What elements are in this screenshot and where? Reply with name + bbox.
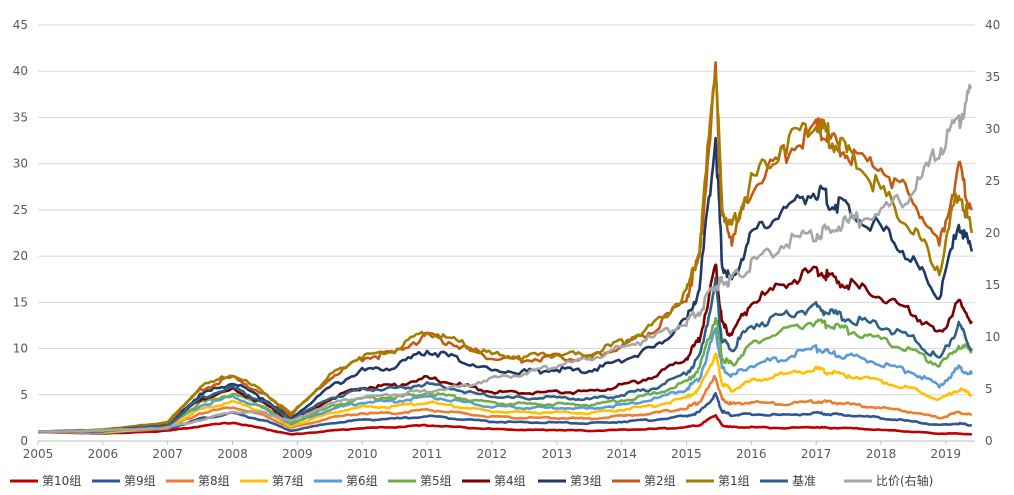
y-right-tick-label: 25 (985, 174, 1000, 188)
x-tick-label: 2009 (282, 447, 313, 461)
y-right-tick-label: 20 (985, 226, 1000, 240)
x-tick-label: 2019 (931, 447, 962, 461)
x-tick-label: 2010 (347, 447, 378, 461)
y-right-tick-label: 0 (985, 434, 993, 448)
x-tick-label: 2013 (541, 447, 572, 461)
y-left-tick-label: 0 (20, 434, 28, 448)
y-right-tick-label: 10 (985, 330, 1000, 344)
x-tick-label: 2016 (736, 447, 767, 461)
legend-label: 第4组 (494, 474, 526, 488)
series-line (37, 391, 973, 435)
x-tick-label: 2006 (88, 447, 119, 461)
y-right-tick-label: 15 (985, 278, 1000, 292)
y-left-tick-label: 40 (13, 64, 28, 78)
series-line (37, 263, 973, 433)
y-axis-right: 0 5 10 15 20 25 30 35 40 (985, 18, 1000, 448)
series-line (38, 374, 973, 435)
series-layer (37, 61, 974, 436)
x-tick-label: 2005 (23, 447, 54, 461)
y-right-tick-label: 35 (985, 70, 1000, 84)
legend-label: 比价(右轴) (876, 473, 933, 488)
legend-label: 第9组 (124, 474, 156, 488)
x-tick-label: 2007 (152, 447, 183, 461)
y-right-tick-label: 40 (985, 18, 1000, 32)
series-line (38, 326, 974, 434)
legend-label: 第1组 (718, 474, 750, 488)
series-line (37, 413, 973, 436)
legend-label: 第6组 (346, 474, 378, 488)
legend-label: 第8组 (198, 474, 230, 488)
y-right-tick-label: 30 (985, 122, 1000, 136)
x-tick-label: 2011 (412, 447, 443, 461)
legend-label: 基准 (792, 474, 816, 488)
series-line (37, 276, 973, 434)
y-left-tick-label: 10 (13, 342, 28, 356)
series-line (38, 83, 973, 433)
legend-label: 第2组 (644, 474, 676, 488)
y-left-tick-label: 5 (20, 388, 28, 402)
x-tick-label: 2018 (866, 447, 897, 461)
legend-label: 第10组 (42, 474, 81, 488)
y-left-tick-label: 30 (13, 157, 28, 171)
y-left-tick-label: 35 (13, 110, 28, 124)
x-tick-label: 2017 (801, 447, 832, 461)
x-tick-label: 2008 (217, 447, 248, 461)
y-axis-left: 0 5 10 15 20 25 30 35 40 45 (13, 18, 28, 448)
y-left-tick-label: 45 (13, 18, 28, 32)
y-left-tick-label: 15 (13, 295, 28, 309)
x-tick-label: 2015 (671, 447, 702, 461)
y-left-tick-label: 25 (13, 203, 28, 217)
x-tick-label: 2012 (477, 447, 508, 461)
series-line (38, 316, 973, 434)
series-line (37, 72, 974, 434)
legend-label: 第7组 (272, 474, 304, 488)
y-left-tick-label: 20 (13, 249, 28, 263)
legend: 第10组 第9组 第8组 第7组 第6组 第5组 第4组 第3组 第2组 第1组 基准 比价(右轴) (10, 473, 933, 488)
series-line (37, 136, 974, 434)
legend-label: 第5组 (420, 474, 452, 488)
y-right-tick-label: 5 (985, 382, 993, 396)
x-axis: 2005 2006 2007 2008 2009 2010 2011 2012 2013 2014… (23, 440, 975, 461)
x-tick-label: 2014 (606, 447, 637, 461)
legend-label: 第3组 (570, 474, 602, 488)
